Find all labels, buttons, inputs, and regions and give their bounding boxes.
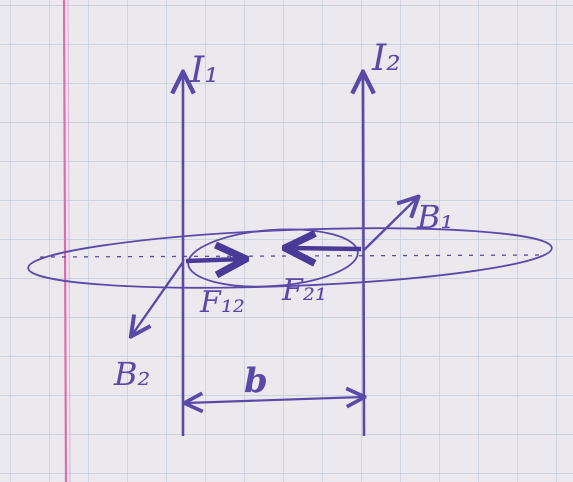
label-current-1: I₁: [189, 50, 219, 91]
force-12-arrow: [185, 259, 243, 261]
label-force-12: F₁₂: [199, 285, 245, 320]
margin-line-inner: [67, 0, 71, 482]
field-b1-arrow: [363, 198, 417, 251]
margin-line: [62, 0, 68, 482]
force-21-arrow: [288, 248, 362, 249]
distance-arrow: [186, 397, 363, 403]
label-field-2: B₂: [113, 355, 150, 393]
label-field-1: B₁: [416, 198, 453, 236]
axis-dashed-line: [39, 254, 546, 258]
label-force-21: F₂₁: [281, 273, 327, 308]
label-current-2: I₂: [371, 38, 401, 79]
wire-2: [363, 74, 364, 437]
label-distance: b: [244, 361, 268, 401]
field-line-loop-inner: [187, 228, 359, 288]
field-b2-arrow: [132, 261, 184, 335]
